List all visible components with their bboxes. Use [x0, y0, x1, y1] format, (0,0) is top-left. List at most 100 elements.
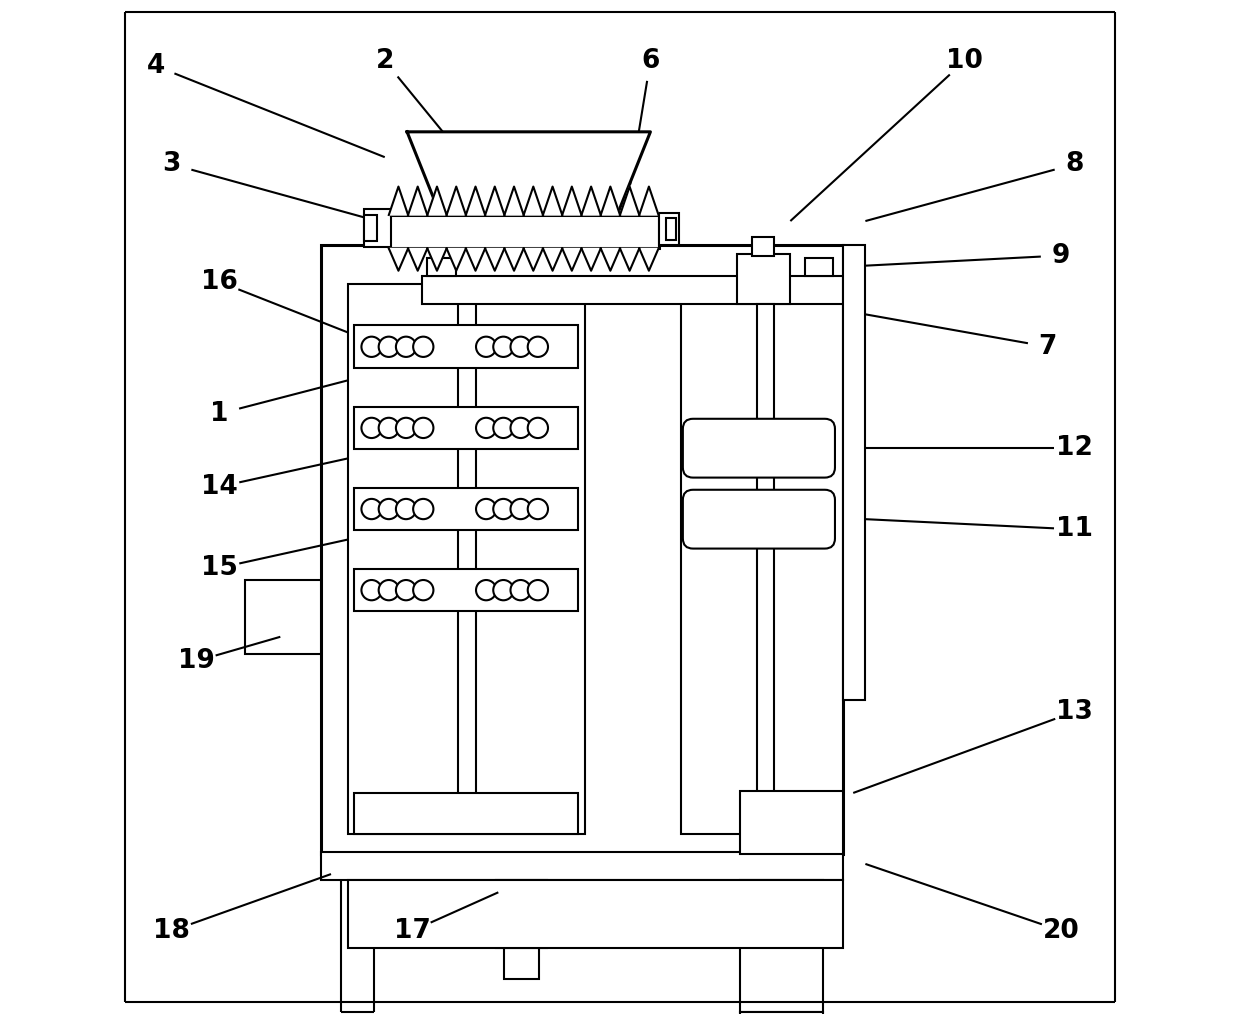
Circle shape	[494, 418, 513, 438]
Polygon shape	[408, 187, 428, 215]
Bar	[355, 407, 578, 449]
Text: 11: 11	[1055, 516, 1092, 542]
Text: 9: 9	[1052, 242, 1070, 269]
Circle shape	[476, 580, 496, 600]
Bar	[505, 948, 539, 979]
Polygon shape	[523, 187, 543, 215]
Bar	[423, 276, 843, 304]
FancyBboxPatch shape	[683, 419, 835, 478]
Circle shape	[413, 580, 434, 600]
Text: 12: 12	[1055, 435, 1092, 461]
Circle shape	[378, 337, 399, 357]
Bar	[355, 488, 578, 530]
Circle shape	[361, 337, 382, 357]
Polygon shape	[600, 187, 620, 215]
Bar	[666, 218, 676, 240]
Polygon shape	[505, 187, 523, 215]
Polygon shape	[620, 187, 640, 215]
Text: 7: 7	[1039, 334, 1056, 360]
Polygon shape	[640, 248, 658, 271]
Text: 2: 2	[376, 48, 394, 74]
Bar	[321, 245, 843, 854]
Polygon shape	[562, 248, 582, 271]
Bar	[756, 304, 774, 834]
Bar	[321, 852, 843, 880]
Polygon shape	[446, 187, 466, 215]
Bar	[365, 209, 391, 247]
Circle shape	[494, 580, 513, 600]
Text: 19: 19	[177, 648, 215, 674]
Text: 20: 20	[1043, 918, 1080, 944]
Polygon shape	[446, 248, 466, 271]
Polygon shape	[523, 248, 543, 271]
Text: 16: 16	[201, 269, 238, 295]
Circle shape	[476, 418, 496, 438]
Circle shape	[528, 337, 548, 357]
Text: 6: 6	[641, 48, 660, 74]
Polygon shape	[389, 187, 408, 215]
Bar	[365, 215, 377, 241]
Polygon shape	[485, 187, 505, 215]
Polygon shape	[582, 248, 600, 271]
Circle shape	[361, 499, 382, 519]
Bar	[843, 245, 866, 700]
Bar	[348, 284, 584, 834]
Text: 15: 15	[201, 555, 238, 581]
Polygon shape	[428, 187, 446, 215]
Bar	[428, 258, 456, 276]
Bar	[751, 237, 774, 256]
Text: 1: 1	[211, 401, 228, 427]
Circle shape	[413, 499, 434, 519]
Circle shape	[476, 499, 496, 519]
Circle shape	[378, 418, 399, 438]
Circle shape	[361, 418, 382, 438]
Text: 3: 3	[162, 151, 181, 177]
Circle shape	[413, 337, 434, 357]
Text: 13: 13	[1055, 699, 1092, 725]
Polygon shape	[505, 248, 523, 271]
Bar	[348, 880, 843, 948]
Polygon shape	[389, 248, 408, 271]
Circle shape	[378, 580, 399, 600]
Circle shape	[361, 580, 382, 600]
Polygon shape	[485, 248, 505, 271]
Text: 17: 17	[393, 918, 430, 944]
Circle shape	[494, 499, 513, 519]
Circle shape	[396, 418, 417, 438]
Polygon shape	[428, 248, 446, 271]
FancyBboxPatch shape	[683, 490, 835, 549]
Circle shape	[396, 499, 417, 519]
Polygon shape	[620, 248, 640, 271]
Circle shape	[413, 418, 434, 438]
Circle shape	[511, 337, 531, 357]
Text: 8: 8	[1065, 151, 1084, 177]
Circle shape	[476, 337, 496, 357]
Polygon shape	[543, 248, 562, 271]
Circle shape	[378, 499, 399, 519]
Circle shape	[494, 337, 513, 357]
Bar	[739, 791, 843, 854]
Bar	[737, 254, 790, 304]
Polygon shape	[466, 248, 485, 271]
Polygon shape	[640, 187, 658, 215]
Bar	[496, 880, 547, 948]
Bar	[244, 580, 321, 654]
Bar	[805, 258, 833, 276]
Polygon shape	[582, 187, 600, 215]
Polygon shape	[543, 187, 562, 215]
Text: 10: 10	[946, 48, 983, 74]
Bar	[658, 213, 678, 245]
Text: 18: 18	[154, 918, 190, 944]
Bar	[739, 880, 823, 1012]
Polygon shape	[407, 132, 651, 213]
Bar	[389, 215, 658, 248]
Circle shape	[511, 580, 531, 600]
Text: 14: 14	[201, 474, 238, 500]
Circle shape	[528, 499, 548, 519]
Bar	[739, 1012, 823, 1014]
Bar	[355, 569, 578, 611]
Circle shape	[511, 499, 531, 519]
Polygon shape	[600, 248, 620, 271]
Polygon shape	[408, 248, 428, 271]
Text: 4: 4	[146, 53, 165, 79]
